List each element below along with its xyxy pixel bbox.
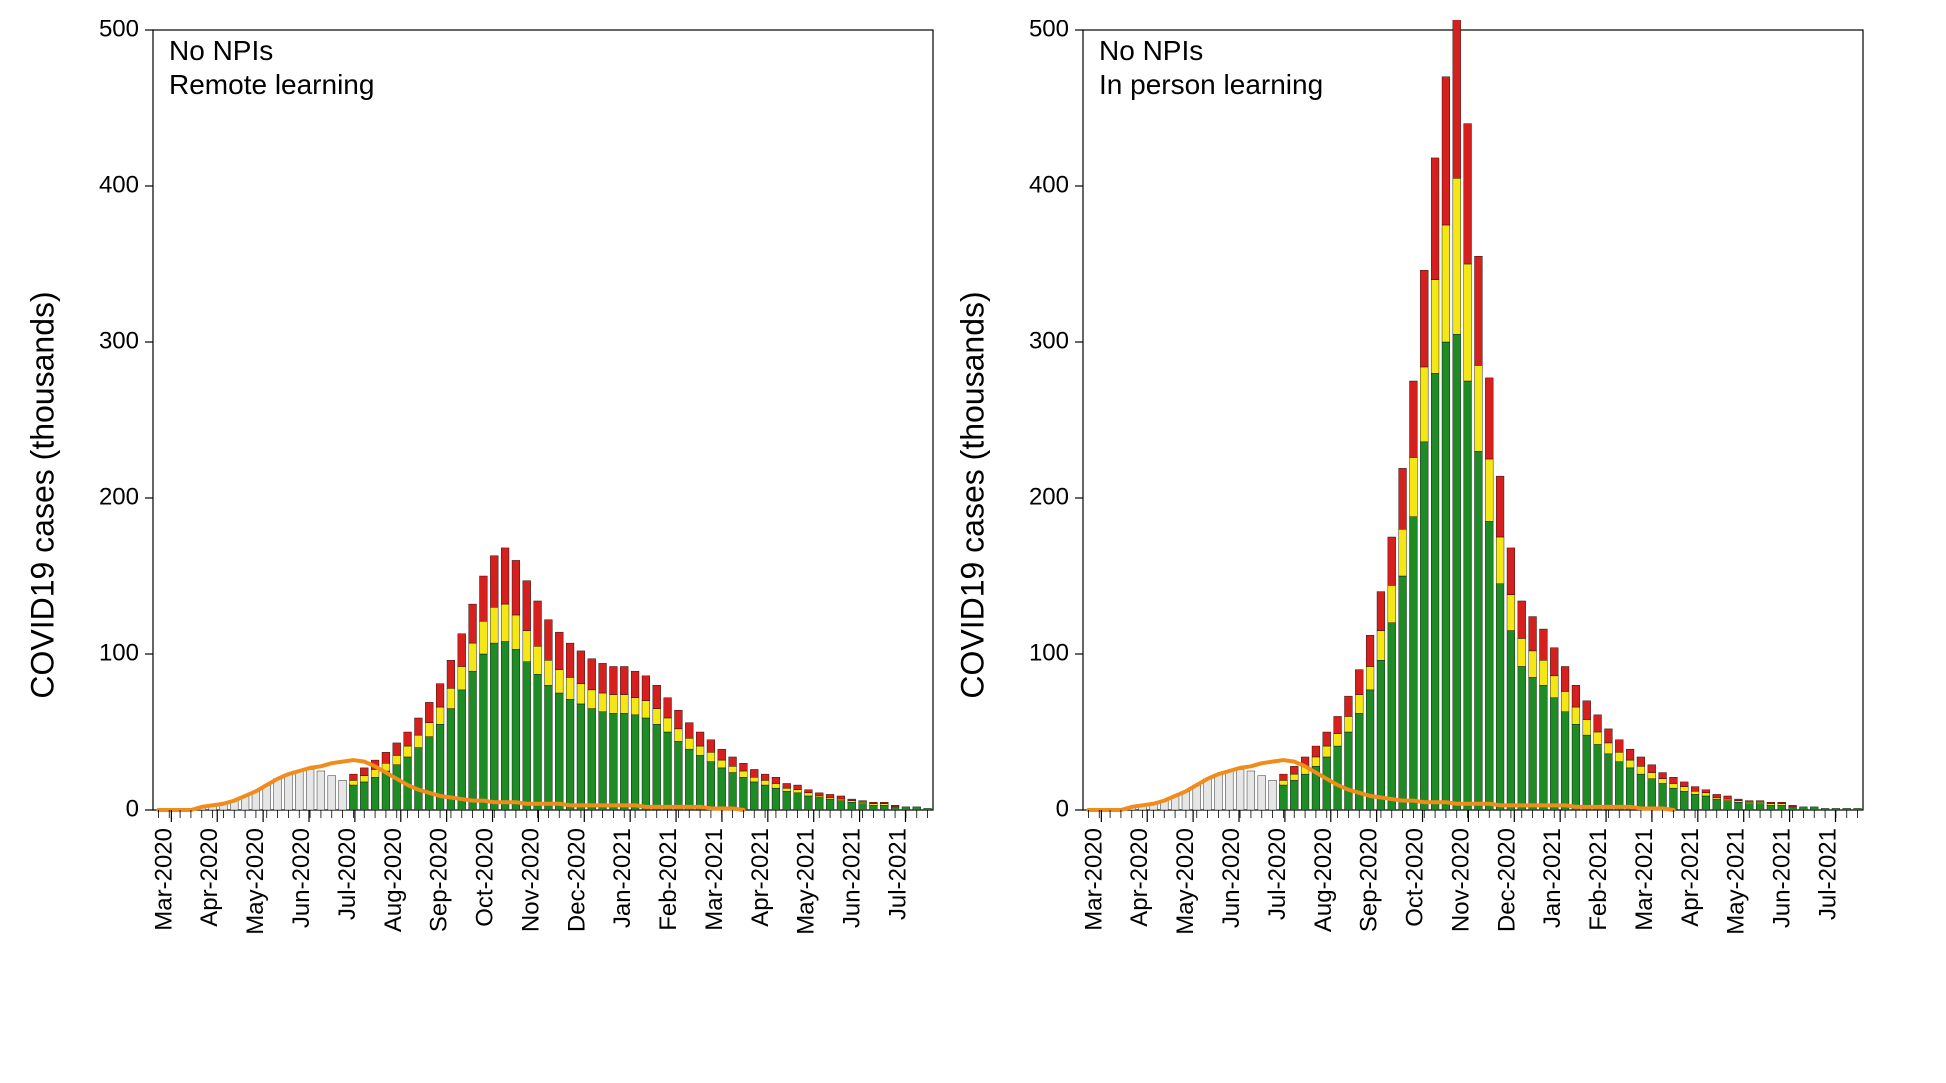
svg-text:Apr-2020: Apr-2020: [196, 828, 223, 927]
svg-text:0: 0: [1056, 795, 1069, 822]
svg-text:Jul-2020: Jul-2020: [1264, 828, 1291, 920]
ylabel-left: COVID19 cases (thousands): [25, 291, 62, 698]
svg-text:Mar-2020: Mar-2020: [1080, 828, 1107, 931]
svg-text:0: 0: [126, 795, 139, 822]
svg-text:Dec-2020: Dec-2020: [1493, 828, 1520, 932]
svg-text:Oct-2020: Oct-2020: [472, 828, 499, 927]
panel-left: COVID19 cases (thousands) 01002003004005…: [73, 20, 943, 970]
svg-text:Apr-2021: Apr-2021: [1677, 828, 1704, 927]
svg-text:No NPIs: No NPIs: [169, 35, 273, 66]
panel-right: COVID19 cases (thousands) 01002003004005…: [1003, 20, 1873, 970]
chart-panels: COVID19 cases (thousands) 0 100 200 300 400 5…: [20, 20, 1926, 970]
svg-text:May-2020: May-2020: [1172, 828, 1199, 935]
svg-text:Nov-2020: Nov-2020: [1447, 828, 1474, 932]
svg-text:Mar-2021: Mar-2021: [1631, 828, 1658, 931]
svg-text:Oct-2020: Oct-2020: [1402, 828, 1429, 927]
svg-text:Mar-2021: Mar-2021: [701, 828, 728, 931]
svg-text:100: 100: [1029, 639, 1069, 666]
svg-text:500: 500: [1029, 20, 1069, 42]
svg-text:May-2021: May-2021: [1723, 828, 1750, 935]
svg-text:Nov-2020: Nov-2020: [517, 828, 544, 932]
svg-text:No NPIs: No NPIs: [1099, 35, 1203, 66]
svg-text:Jul-2021: Jul-2021: [1814, 828, 1841, 920]
svg-text:May-2021: May-2021: [793, 828, 820, 935]
svg-text:Jun-2021: Jun-2021: [839, 828, 866, 928]
svg-text:Feb-2021: Feb-2021: [1585, 828, 1612, 931]
svg-text:200: 200: [99, 483, 139, 510]
svg-text:May-2020: May-2020: [242, 828, 269, 935]
svg-text:Feb-2021: Feb-2021: [655, 828, 682, 931]
svg-text:200: 200: [1029, 483, 1069, 510]
svg-text:Jan-2021: Jan-2021: [609, 828, 636, 928]
chart-svg-left: 0 100 200 300 400 500 Mar-2020 Apr-2020 May-2020…: [73, 20, 943, 970]
svg-text:Jul-2021: Jul-2021: [884, 828, 911, 920]
svg-text:300: 300: [99, 327, 139, 354]
svg-text:Jul-2020: Jul-2020: [334, 828, 361, 920]
svg-text:Sep-2020: Sep-2020: [1356, 828, 1383, 932]
chart-svg-right: 0 100 200 300 400 500 Mar-2020 Apr-2020 May-2020…: [1003, 20, 1873, 970]
svg-text:400: 400: [99, 171, 139, 198]
svg-text:400: 400: [1029, 171, 1069, 198]
svg-text:Jun-2020: Jun-2020: [1218, 828, 1245, 928]
svg-text:300: 300: [1029, 327, 1069, 354]
svg-text:Jun-2021: Jun-2021: [1769, 828, 1796, 928]
svg-text:Mar-2020: Mar-2020: [150, 828, 177, 931]
svg-text:Jun-2020: Jun-2020: [288, 828, 315, 928]
svg-text:500: 500: [99, 20, 139, 42]
ylabel-right: COVID19 cases (thousands): [955, 291, 992, 698]
svg-text:Apr-2020: Apr-2020: [1126, 828, 1153, 927]
svg-text:Aug-2020: Aug-2020: [1310, 828, 1337, 932]
svg-text:In person learning: In person learning: [1099, 69, 1323, 100]
svg-text:Remote learning: Remote learning: [169, 69, 374, 100]
svg-text:Sep-2020: Sep-2020: [426, 828, 453, 932]
svg-text:Dec-2020: Dec-2020: [563, 828, 590, 932]
svg-text:Jan-2021: Jan-2021: [1539, 828, 1566, 928]
svg-text:100: 100: [99, 639, 139, 666]
svg-text:Aug-2020: Aug-2020: [380, 828, 407, 932]
svg-text:Apr-2021: Apr-2021: [747, 828, 774, 927]
